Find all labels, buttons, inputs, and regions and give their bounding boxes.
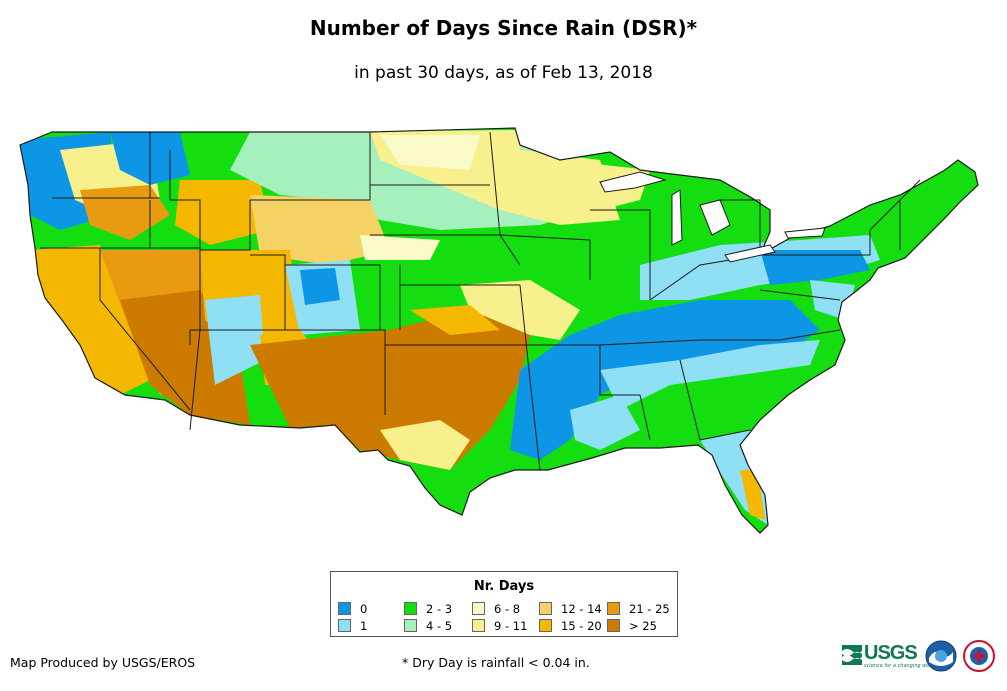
usgs-wordmark: USGS <box>864 642 918 664</box>
legend-label-5: 9 - 11 <box>494 619 528 633</box>
legend-label-4: 6 - 8 <box>494 602 521 616</box>
legend: Nr. Days 0 1 2 - 3 4 - 5 6 - 8 9 - 11 12… <box>330 571 678 637</box>
legend-item-7: 15 - 20 <box>539 619 602 633</box>
legend-swatch-8 <box>607 602 620 615</box>
region-co-zero <box>300 268 340 305</box>
region-ks-15-20 <box>410 305 500 335</box>
legend-item-3: 4 - 5 <box>404 619 452 633</box>
region-or-21-25 <box>80 185 170 240</box>
legend-swatch-2 <box>404 602 417 615</box>
border-al-ga <box>679 359 701 441</box>
border-mn <box>489 131 501 236</box>
lake-huron <box>699 199 731 236</box>
border-la <box>529 379 541 471</box>
region-ca-15-20 <box>30 245 150 395</box>
legend-label-1: 1 <box>360 619 368 633</box>
region-az-one <box>205 295 265 385</box>
legend-item-4: 6 - 8 <box>472 602 520 616</box>
legend-item-9: > 25 <box>607 619 657 633</box>
border-mo <box>519 284 531 381</box>
usgs-logo[interactable]: USGS science for a changing world <box>842 642 936 669</box>
map-subtitle: in past 30 days, as of Feb 13, 2018 <box>354 63 653 83</box>
region-ms-one <box>570 395 640 450</box>
legend-label-7: 15 - 20 <box>561 619 602 633</box>
region-tx-over-25 <box>250 310 530 470</box>
legend-item-5: 9 - 11 <box>472 619 527 633</box>
border-ga-fl <box>699 429 751 441</box>
legend-swatch-6 <box>539 602 552 615</box>
region-tx-9-11 <box>380 420 470 470</box>
state-boundaries <box>40 131 921 471</box>
legend-swatch-4 <box>472 602 485 615</box>
region-wy-12-14 <box>250 195 390 265</box>
lake-superior <box>599 171 667 193</box>
border-va <box>759 289 841 301</box>
region-nd-6-8 <box>380 135 480 170</box>
legend-item-6: 12 - 14 <box>539 602 602 616</box>
legend-label-3: 4 - 5 <box>426 619 453 633</box>
border-ut-co <box>200 254 286 331</box>
dry-day-footnote: * Dry Day is rainfall < 0.04 in. <box>402 655 590 670</box>
lake-erie <box>724 244 776 263</box>
border-id <box>150 150 201 249</box>
border-nv-ut <box>189 248 201 345</box>
great-lakes <box>599 171 826 263</box>
legend-title: Nr. Days <box>473 579 535 594</box>
nws-logo-icon[interactable] <box>963 640 995 672</box>
border-mt-wy-dk <box>250 132 371 201</box>
border-pa-ny <box>760 230 871 256</box>
border-mi <box>720 199 761 250</box>
region-id-15-20 <box>175 180 270 245</box>
region-ne-6-8 <box>360 235 440 260</box>
region-se-one <box>600 340 820 410</box>
us-dsr-map <box>19 127 979 534</box>
legend-swatch-3 <box>404 619 417 632</box>
legend-item-0: 0 <box>338 602 367 616</box>
border-ia <box>499 234 591 280</box>
border-wi-il <box>590 209 651 300</box>
lake-ontario <box>784 227 826 239</box>
legend-item-1: 1 <box>338 619 367 633</box>
border-ar-ms <box>530 344 640 396</box>
lake-michigan <box>671 189 683 246</box>
legend-label-9: > 25 <box>629 619 657 633</box>
region-pa-zero <box>760 250 870 285</box>
border-co-ks <box>285 264 381 330</box>
legend-swatch-9 <box>607 619 620 632</box>
legend-label-2: 2 - 3 <box>426 602 453 616</box>
border-ut-wy <box>200 200 251 251</box>
legend-label-6: 12 - 14 <box>561 602 602 616</box>
legend-swatch-1 <box>338 619 351 632</box>
legend-swatch-5 <box>472 619 485 632</box>
border-tn-nc <box>599 329 841 346</box>
legend-item-2: 2 - 3 <box>404 602 452 616</box>
region-mo-9-11 <box>460 280 580 340</box>
usgs-wave-icon <box>842 645 862 665</box>
border-nm-tx <box>285 329 386 415</box>
border-ca-nv <box>99 248 191 411</box>
border-ms-al <box>639 394 651 441</box>
border-az-nm <box>189 329 201 431</box>
dsr-regions <box>20 128 978 533</box>
noaa-logo-icon[interactable] <box>925 640 957 672</box>
legend-label-8: 21 - 25 <box>629 602 670 616</box>
map-title: Number of Days Since Rain (DSR)* <box>309 16 698 40</box>
map-producer-credit: Map Produced by USGS/EROS <box>10 655 196 670</box>
legend-swatch-0 <box>338 602 351 615</box>
usgs-tagline: science for a changing world <box>864 663 936 669</box>
legend-label-0: 0 <box>360 602 368 616</box>
legend-item-8: 21 - 25 <box>607 602 670 616</box>
legend-swatch-7 <box>539 619 552 632</box>
